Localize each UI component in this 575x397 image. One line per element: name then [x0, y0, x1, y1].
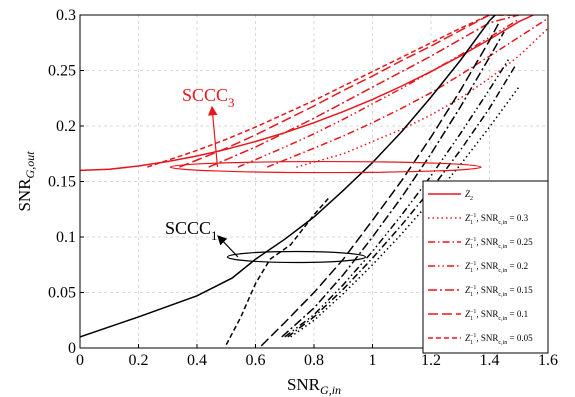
legend-box — [422, 180, 549, 354]
x-tick-label: 0 — [76, 352, 84, 369]
series-line-0 — [80, 15, 534, 172]
x-tick-label: 1 — [369, 352, 377, 369]
annotation-ellipses — [169, 160, 482, 264]
legend: Z2 Z1−1, SNRc,in = 0.3 Z1−1, SNRc,in = 0.2… — [422, 180, 549, 354]
sccc1-ellipse — [226, 250, 367, 264]
series-line-11 — [281, 31, 505, 338]
x-tick-label: 0.4 — [187, 352, 207, 369]
legend-label-2: Z1−1, SNRc,in = 0.25 — [465, 237, 533, 250]
sccc3-arrow — [207, 105, 219, 168]
y-tick-label: 0.1 — [56, 229, 76, 246]
legend-label-4: Z1−1, SNRc,in = 0.15 — [465, 285, 533, 298]
legend-label-6: Z1−1, SNRc,in = 0.05 — [465, 333, 533, 346]
y-tick-label: 0.25 — [48, 63, 76, 80]
sccc3-ellipse — [169, 160, 482, 174]
series-line-9 — [287, 64, 517, 338]
x-tick-label: 0.8 — [304, 352, 324, 369]
legend-label-3: Z1−1, SNRc,in = 0.2 — [465, 261, 528, 274]
series-line-6 — [147, 15, 519, 168]
y-tick-label: 0 — [68, 340, 76, 357]
x-tick-label: 1.2 — [421, 352, 441, 369]
y-tick-label: 0.15 — [48, 174, 76, 191]
y-axis-label: SNRG,out — [15, 151, 37, 212]
series-line-2 — [266, 17, 548, 168]
series-line-8 — [290, 86, 520, 338]
series-line-3 — [237, 18, 520, 168]
series-line-12 — [260, 23, 499, 347]
x-axis-label: SNRG,in — [287, 375, 341, 397]
series-line-5 — [179, 15, 519, 168]
x-tick-label: 1.6 — [538, 352, 558, 369]
annotations: SCCC3 SCCC1 — [165, 85, 239, 258]
y-tick-label: 0.2 — [56, 118, 76, 135]
x-tick-label: 0.6 — [246, 352, 266, 369]
y-tick-label: 0.05 — [48, 285, 76, 302]
x-tick-label: 1.4 — [480, 352, 500, 369]
series-line-13 — [225, 197, 330, 346]
series-line-4 — [208, 15, 519, 168]
series-line-10 — [284, 56, 511, 338]
axis-labels: SNRG,in SNRG,out — [15, 151, 341, 397]
series-line-7 — [80, 15, 496, 338]
curves — [80, 15, 548, 347]
sccc1-label: SCCC1 — [165, 218, 218, 243]
axis-ticks: 0 0.2 0.4 0.6 0.8 1 1.2 1.4 1.6 0 0.05 0.1 0.15 0.2 0.… — [48, 7, 558, 369]
legend-label-1: Z1−1, SNRc,in = 0.3 — [465, 213, 529, 226]
y-tick-label: 0.3 — [56, 7, 76, 24]
x-tick-label: 0.2 — [129, 352, 149, 369]
sccc3-label: SCCC3 — [182, 85, 235, 110]
series-line-1 — [296, 27, 548, 168]
legend-label-5: Z1−1, SNRc,in = 0.1 — [465, 309, 528, 322]
sccc1-arrow — [217, 235, 239, 258]
legend-label-0: Z2 — [465, 189, 473, 202]
